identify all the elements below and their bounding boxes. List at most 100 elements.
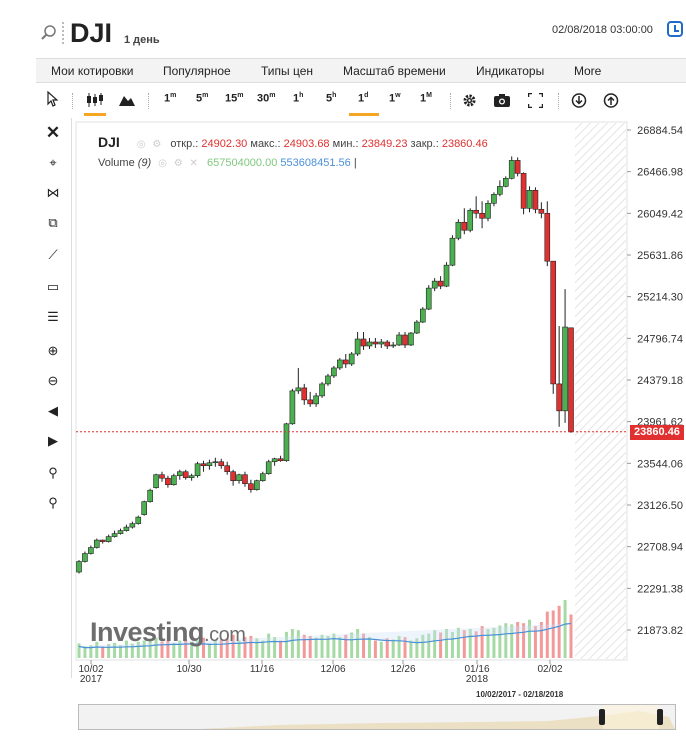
close-icon[interactable]: ✕ <box>45 123 61 142</box>
volume-bar <box>350 632 354 658</box>
menu-more[interactable]: More <box>574 64 602 78</box>
volume-bar <box>551 610 555 658</box>
x-tick-label: 10/30 <box>176 664 201 675</box>
legend-high-label: макс.: <box>250 138 281 150</box>
trendline-icon[interactable]: ⟋ <box>48 247 58 262</box>
candle-up <box>467 209 474 231</box>
tf-1mo[interactable]: 1M <box>420 92 432 105</box>
toolbar-separator <box>450 93 451 109</box>
candle-up <box>82 553 88 562</box>
menu-time-scale[interactable]: Масштаб времени <box>343 64 446 78</box>
volume-bar <box>462 630 466 658</box>
scroll-left-icon[interactable]: ◀ <box>48 403 58 418</box>
volume-bar <box>290 629 294 658</box>
menu-indicators[interactable]: Индикаторы <box>476 64 545 78</box>
volume-bar <box>385 638 389 658</box>
upload-icon[interactable] <box>603 93 619 108</box>
x-tick-label: 12/06 <box>320 664 345 675</box>
candle-up <box>254 480 260 490</box>
volume-bar <box>231 634 235 658</box>
cursor-icon[interactable] <box>46 91 58 107</box>
copy-icon[interactable]: ⧉ <box>48 215 58 230</box>
zoom-fit-icon[interactable]: ⚲ <box>48 495 58 510</box>
crosshair-cursor-icon[interactable]: ⌖ <box>49 155 57 170</box>
candle-down <box>224 465 230 473</box>
candle-down <box>479 212 485 219</box>
candle-down <box>159 474 165 479</box>
legend-symbol: DJI <box>98 134 120 150</box>
volume-bar <box>154 637 158 658</box>
candle-up <box>236 474 242 482</box>
range-navigator[interactable] <box>78 704 676 730</box>
drawing-tools-panel: ✕ ⌖ ⋈ ⧉ ⟋ ▭ ☰ ⊕ ⊖ ◀ ▶ ⚲ ⚲ <box>36 118 72 678</box>
tf-5h[interactable]: 5h <box>326 92 337 105</box>
y-tick-label: 21873.82 <box>637 625 683 637</box>
candle-down <box>556 383 562 412</box>
y-tick-label: 26884.54 <box>637 125 683 137</box>
candle-down <box>544 212 551 262</box>
candle-down <box>307 399 313 405</box>
x-tick-label: 01/16 <box>464 664 489 675</box>
scroll-right-icon[interactable]: ▶ <box>48 433 58 448</box>
candle-down <box>200 463 207 467</box>
volume-bar <box>545 611 549 658</box>
tf-5m[interactable]: 5m <box>196 92 209 105</box>
camera-icon[interactable] <box>494 94 510 107</box>
volume-bar <box>427 633 431 658</box>
volume-bar <box>261 640 265 658</box>
candle-up <box>194 463 201 477</box>
volume-bar <box>332 633 336 658</box>
volume-bar <box>314 637 318 658</box>
rectangle-icon[interactable]: ▭ <box>46 279 60 294</box>
volume-bar <box>255 638 259 658</box>
candle-down <box>550 260 557 385</box>
legend-open-label: откр.: <box>170 138 199 150</box>
y-tick-label: 22291.38 <box>637 583 683 595</box>
volume-bar <box>302 634 306 658</box>
future-area <box>575 123 626 659</box>
fibonacci-icon[interactable]: ☰ <box>47 309 59 324</box>
volume-settings-icon[interactable]: ◎ ⚙ ✕ <box>158 158 200 169</box>
download-icon[interactable] <box>571 93 587 108</box>
menu-price-types[interactable]: Типы цен <box>261 64 314 78</box>
legend-open-value: 24902.30 <box>201 138 248 150</box>
candle-up <box>431 280 438 289</box>
tf-15m[interactable]: 15m <box>225 92 244 105</box>
volume-bar <box>409 640 413 658</box>
volume-bar <box>456 627 460 658</box>
tf-1w[interactable]: 1w <box>389 92 401 105</box>
header-divider <box>62 22 66 44</box>
volume-bar <box>267 633 271 658</box>
navigator-left-handle[interactable] <box>599 709 605 725</box>
tf-30m[interactable]: 30m <box>257 92 276 105</box>
volume-value: 657504000.00 <box>206 157 278 169</box>
area-type-icon[interactable] <box>119 94 135 106</box>
interval-label: 1 день <box>124 34 160 46</box>
volume-bar <box>533 626 537 658</box>
navigator-right-handle[interactable] <box>657 709 663 725</box>
tf-1d[interactable]: 1d <box>358 92 369 105</box>
volume-bar <box>486 629 490 658</box>
clock-icon[interactable] <box>667 21 683 37</box>
candlestick-type-icon[interactable] <box>86 93 104 107</box>
candle-down <box>384 341 391 347</box>
volume-bar <box>492 627 496 658</box>
volume-bar <box>308 635 312 658</box>
volume-bar <box>433 630 437 658</box>
candle-up <box>206 462 213 467</box>
zoom-reset-icon[interactable]: ⚲ <box>48 465 58 480</box>
legend-eye-icon[interactable]: ◎ ⚙ <box>136 139 164 150</box>
search-icon[interactable] <box>40 24 58 42</box>
menu-my-quotes[interactable]: Мои котировки <box>51 64 134 78</box>
candle-up <box>414 321 420 334</box>
menu-popular[interactable]: Популярное <box>163 64 231 78</box>
magnet-icon[interactable]: ⋈ <box>46 185 60 200</box>
zoom-in-icon[interactable]: ⊕ <box>47 343 59 358</box>
tf-1h[interactable]: 1h <box>293 92 304 105</box>
zoom-out-icon[interactable]: ⊖ <box>47 373 59 388</box>
gear-icon[interactable] <box>462 93 477 108</box>
tf-1m[interactable]: 1m <box>164 92 177 105</box>
candle-up <box>76 561 82 573</box>
candle-up <box>212 461 219 464</box>
